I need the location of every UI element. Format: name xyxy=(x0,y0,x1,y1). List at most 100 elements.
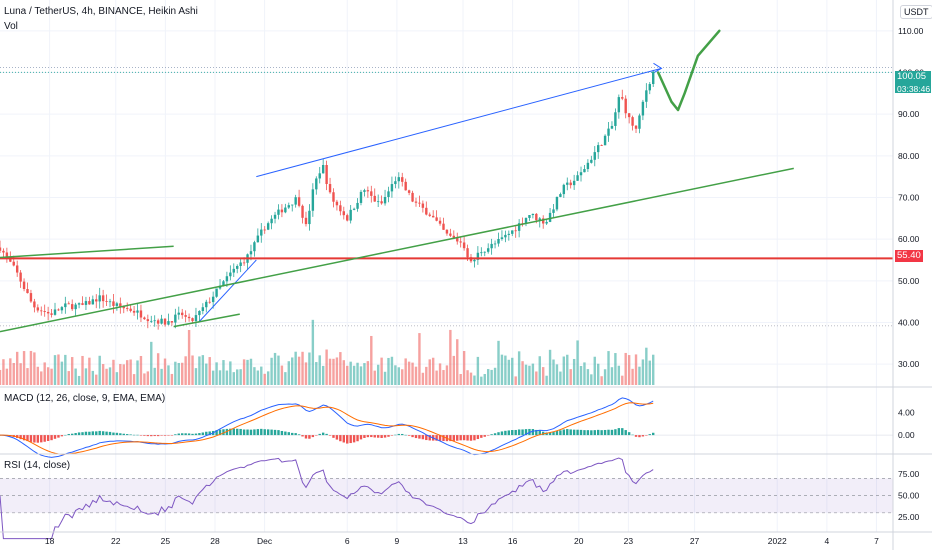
volume-bar xyxy=(5,368,9,385)
candle-body xyxy=(442,223,445,230)
macd-histogram-bar xyxy=(163,435,167,436)
currency-label[interactable]: USDT xyxy=(900,5,932,19)
volume-bar xyxy=(342,360,345,385)
candle-body xyxy=(232,268,235,273)
macd-histogram-bar xyxy=(46,435,50,441)
volume-bar xyxy=(648,360,651,385)
macd-histogram-bar xyxy=(493,433,497,436)
candle-body xyxy=(576,175,579,181)
candle-body xyxy=(181,312,184,316)
candle-body xyxy=(600,145,603,146)
candle-body xyxy=(266,223,270,230)
macd-histogram-bar xyxy=(449,435,452,442)
volume-bar xyxy=(607,351,610,385)
candle-body xyxy=(167,321,170,325)
candle-body xyxy=(541,218,545,224)
volume-bar xyxy=(2,359,5,385)
volume-bar xyxy=(297,356,301,385)
macd-histogram-bar xyxy=(597,429,600,436)
candle-body xyxy=(342,211,345,216)
macd-histogram-bar xyxy=(321,432,325,436)
volume-bar xyxy=(541,367,545,385)
macd-histogram-bar xyxy=(91,431,95,436)
volume-bar xyxy=(146,371,150,385)
volume-bar xyxy=(480,376,483,385)
volume-bar xyxy=(631,368,634,385)
volume-bar xyxy=(469,372,473,385)
candle-body xyxy=(263,229,266,231)
macd-histogram-bar xyxy=(652,432,655,436)
macd-histogram-bar xyxy=(524,429,528,436)
chart-title[interactable]: Luna / TetherUS, 4h, BINANCE, Heikin Ash… xyxy=(4,6,198,17)
volume-bar xyxy=(535,371,538,385)
macd-histogram-bar xyxy=(81,432,84,436)
macd-histogram-bar xyxy=(342,435,345,443)
volume-bar xyxy=(328,358,332,385)
bar-countdown: 03:38:46 xyxy=(897,84,931,94)
macd-histogram-bar xyxy=(318,433,321,436)
trend-line xyxy=(0,245,174,259)
candle-body xyxy=(139,310,143,318)
volume-bar xyxy=(84,368,88,385)
volume-bar xyxy=(583,362,586,385)
x-tick-label: Dec xyxy=(257,536,273,546)
candle-body xyxy=(0,247,2,251)
candle-body xyxy=(325,165,328,185)
volume-bar xyxy=(15,351,19,385)
candle-body xyxy=(548,212,552,222)
volume-bar xyxy=(370,335,373,385)
macd-label[interactable]: MACD (12, 26, close, 9, EMA, EMA) xyxy=(4,393,166,404)
macd-histogram-bar xyxy=(304,435,308,439)
volume-bar xyxy=(201,355,205,385)
macd-histogram-bar xyxy=(363,435,366,438)
candle-body xyxy=(366,190,370,192)
candle-body xyxy=(511,230,514,234)
candle-body xyxy=(108,301,112,303)
macd-histogram-bar xyxy=(466,435,469,441)
macd-histogram-bar xyxy=(218,429,222,436)
macd-histogram-bar xyxy=(256,429,260,436)
macd-histogram-bar xyxy=(126,434,129,436)
macd-histogram-bar xyxy=(517,429,521,436)
volume-bar xyxy=(456,339,459,385)
volume-bar xyxy=(545,375,548,385)
macd-histogram-bar xyxy=(22,435,26,441)
candle-body xyxy=(356,202,359,209)
candle-body xyxy=(462,242,466,249)
volume-bar xyxy=(81,355,84,385)
macd-histogram-bar xyxy=(249,429,253,436)
macd-histogram-bar xyxy=(143,435,146,436)
macd-histogram-bar xyxy=(407,435,411,436)
volume-bar xyxy=(246,359,249,385)
candle-body xyxy=(552,209,555,213)
volume-bar xyxy=(291,357,294,385)
volume-bar xyxy=(53,355,57,385)
volume-bar xyxy=(229,361,232,385)
candle-body xyxy=(112,301,115,306)
volume-bar xyxy=(311,319,315,385)
volume-bar xyxy=(397,367,401,385)
candle-body xyxy=(88,301,91,305)
macd-histogram-bar xyxy=(115,432,119,436)
candle-body xyxy=(311,189,315,211)
trend-line xyxy=(198,259,257,323)
volume-bar xyxy=(462,351,466,385)
candle-body xyxy=(473,259,476,262)
volume-bar xyxy=(414,366,418,385)
candle-body xyxy=(143,317,146,320)
macd-histogram-bar xyxy=(610,429,614,436)
rsi-label[interactable]: RSI (14, close) xyxy=(4,460,71,471)
volume-bar xyxy=(101,364,105,385)
macd-histogram-bar xyxy=(36,435,40,443)
volume-bar xyxy=(407,361,411,385)
volume-label[interactable]: Vol xyxy=(4,21,18,32)
macd-histogram-bar xyxy=(294,433,297,436)
macd-histogram-bar xyxy=(225,428,229,436)
volume-bar xyxy=(122,364,125,385)
candle-body xyxy=(590,159,593,163)
candle-body xyxy=(318,173,321,179)
volume-bar xyxy=(548,349,552,385)
candle-body xyxy=(514,230,517,232)
candle-body xyxy=(566,182,569,185)
